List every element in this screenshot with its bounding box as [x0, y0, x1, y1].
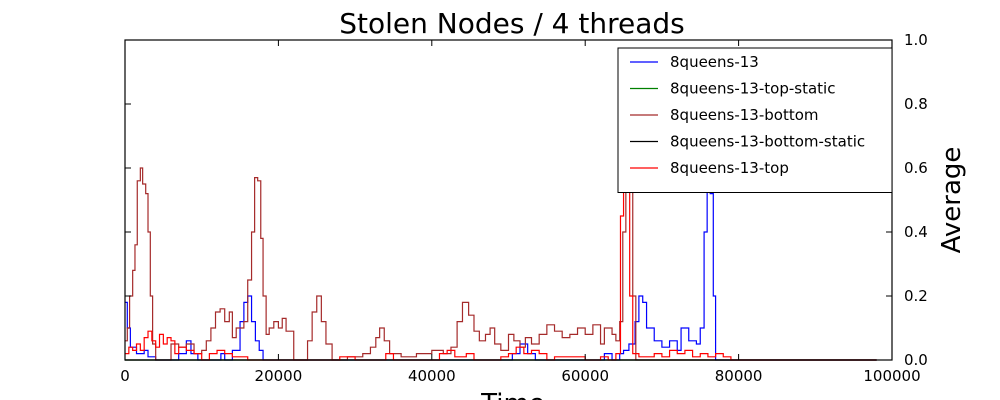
y-axis-label: Average	[937, 147, 967, 254]
y-tick-label: 0.2	[904, 287, 928, 305]
legend-label: 8queens-13	[670, 53, 759, 71]
y-tick-label: 0.6	[904, 159, 928, 177]
legend-label: 8queens-13-bottom	[670, 106, 819, 124]
x-tick-label: 100000	[863, 367, 920, 385]
legend-label: 8queens-13-bottom-static	[670, 133, 865, 151]
series-line-5	[125, 173, 877, 361]
plot-frame	[124, 39, 893, 361]
y-tick-label: 0.8	[904, 95, 928, 113]
legend: 8queens-13 8queens-13-top-static 8queens-1…	[617, 47, 893, 193]
y-tick-label: 1.0	[904, 31, 928, 49]
legend-label: 8queens-13-top-static	[670, 80, 835, 98]
y-tick-label: 0.4	[904, 223, 928, 241]
x-tick-label: 80000	[715, 367, 763, 385]
x-tick-label: 20000	[255, 367, 303, 385]
legend-label: 8queens-13-top	[670, 159, 789, 177]
chart-title: Stolen Nodes / 4 threads	[339, 7, 685, 40]
x-tick-label: 40000	[408, 367, 456, 385]
x-axis-label: Time	[480, 389, 545, 400]
legend-box	[617, 47, 893, 193]
x-tick-label: 0	[120, 367, 130, 385]
y-tick-label: 0.0	[904, 351, 928, 369]
x-tick-label: 60000	[561, 367, 609, 385]
